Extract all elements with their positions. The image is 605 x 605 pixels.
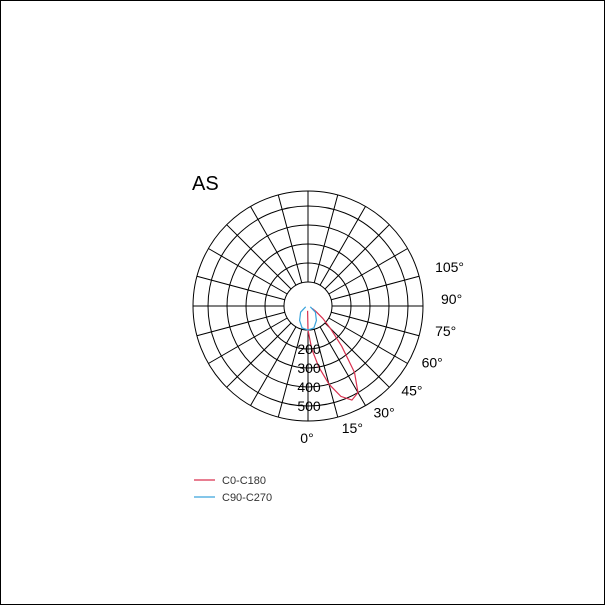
- legend-label-0: C0-C180: [222, 475, 266, 487]
- legend: C0-C180 C90-C270: [194, 475, 272, 504]
- polar-grid: [192, 190, 424, 422]
- series-layer: [298, 306, 359, 401]
- angle-label-105: 105°: [435, 259, 464, 275]
- angle-label-0: 0°: [300, 430, 313, 446]
- ring-label-500: 500: [297, 398, 321, 414]
- chart-title: AS: [192, 173, 219, 195]
- grid-spoke-240: [208, 248, 288, 295]
- grid-spoke-165: [313, 194, 339, 283]
- angle-label-60: 60°: [422, 355, 443, 371]
- grid-spoke-45: [324, 322, 390, 388]
- ring-label-300: 300: [297, 360, 321, 376]
- angle-labels: 0° 15° 30° 45°60° 75° 90° 105°: [300, 259, 464, 446]
- grid-spoke-330: [250, 326, 297, 406]
- grid-spoke-225: [226, 224, 292, 290]
- angle-label-90: 90°: [441, 291, 462, 307]
- ring-label-200: 200: [297, 341, 321, 357]
- grid-spoke-315: [226, 322, 292, 388]
- angle-label-75: 75°: [435, 323, 456, 339]
- ring-labels: 200 300 400 500: [297, 341, 321, 414]
- angle-label-15: 15°: [342, 420, 363, 436]
- grid-spoke-300: [208, 317, 288, 364]
- grid-spoke-60: [328, 317, 408, 364]
- grid-spoke-135: [324, 224, 390, 290]
- legend-label-1: C90-C270: [222, 492, 272, 504]
- grid-spoke-195: [277, 194, 303, 283]
- grid-spoke-150: [319, 206, 366, 286]
- angle-label-45: 45°: [401, 382, 422, 398]
- grid-spoke-210: [250, 206, 297, 286]
- grid-spoke-30: [319, 326, 366, 406]
- ring-label-400: 400: [297, 379, 321, 395]
- grid-spoke-120: [328, 248, 408, 295]
- grid-spoke-75: [331, 311, 420, 337]
- series-line-1: [298, 306, 318, 331]
- grid-spoke-15: [313, 329, 339, 418]
- grid-spoke-285: [196, 311, 285, 337]
- angle-label-30: 30°: [374, 405, 395, 421]
- grid-spoke-345: [277, 329, 303, 418]
- grid-spoke-105: [331, 275, 420, 301]
- grid-spoke-255: [196, 275, 285, 301]
- series-line-0: [307, 307, 359, 401]
